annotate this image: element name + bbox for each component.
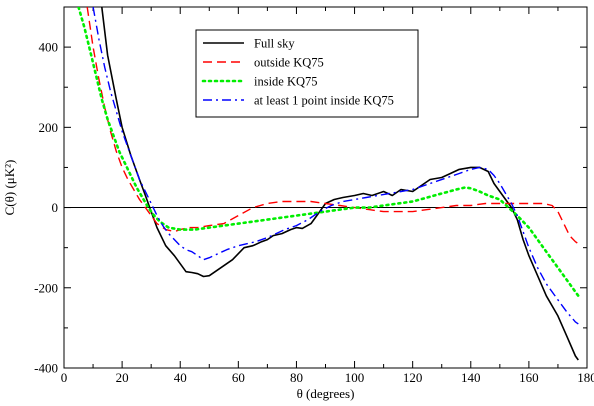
series-line-3 [92, 7, 579, 325]
y-tick-label: -400 [34, 361, 58, 376]
legend-box [195, 29, 419, 118]
x-tick-label: 80 [290, 370, 303, 385]
x-tick-label: 20 [116, 370, 129, 385]
x-tick-label: 180 [577, 370, 594, 385]
y-tick-label: 0 [52, 200, 59, 215]
x-tick-label: 60 [232, 370, 245, 385]
x-tick-label: 0 [61, 370, 68, 385]
x-tick-label: 120 [403, 370, 423, 385]
x-axis: 0 20 40 60 80 100 120 140 160 180 [61, 7, 594, 385]
series-line-1 [86, 7, 579, 245]
y-axis-label: C(θ) (μK²) [2, 160, 17, 216]
series-line-2 [77, 7, 580, 298]
legend-label-2: inside KQ75 [254, 75, 318, 89]
x-tick-label: 100 [345, 370, 365, 385]
y-axis: -400 -200 0 200 400 [34, 40, 587, 376]
legend-label-1: outside KQ75 [254, 56, 324, 70]
series-layer [77, 7, 580, 361]
x-axis-label: θ (degrees) [297, 386, 355, 401]
legend: Full sky outside KQ75 inside KQ75 at least … [195, 29, 419, 118]
series-line-0 [101, 7, 579, 361]
legend-label-0: Full sky [254, 37, 295, 51]
y-tick-label: 200 [39, 120, 59, 135]
y-tick-label: -200 [34, 280, 58, 295]
legend-label-3: at least 1 point inside KQ75 [254, 94, 394, 108]
y-tick-label: 400 [39, 40, 59, 55]
x-tick-label: 160 [519, 370, 539, 385]
x-tick-label: 40 [174, 370, 187, 385]
x-tick-label: 140 [461, 370, 481, 385]
